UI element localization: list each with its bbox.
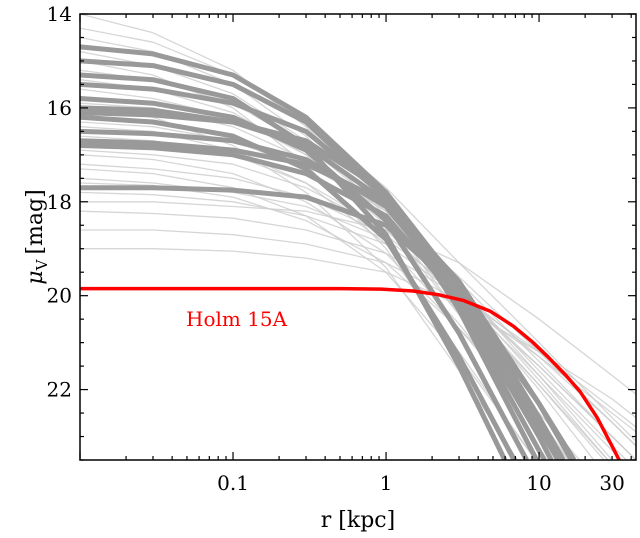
y-axis-label: μV [mag] <box>23 189 51 284</box>
x-tick-label: 0.1 <box>217 471 249 495</box>
highlight-profile <box>80 286 621 460</box>
y-tick-label: 16 <box>47 96 72 120</box>
thick-profile-line <box>80 96 529 460</box>
thick-profile-line <box>80 110 566 460</box>
y-tick-label: 18 <box>47 190 72 214</box>
x-tick-label: 1 <box>380 471 393 495</box>
ticks: 0.1 1 10 30 14 16 18 20 22 <box>47 2 636 495</box>
x-tick-label: 30 <box>599 471 624 495</box>
y-tick-label: 22 <box>47 378 72 402</box>
highlight-label: Holm 15A <box>186 307 288 331</box>
holm15a-profile-line <box>80 286 621 460</box>
thin-profile-line <box>80 191 636 460</box>
thick-profile-line <box>80 185 577 460</box>
y-tick-label: 14 <box>47 2 72 26</box>
thick-profiles <box>80 44 577 460</box>
thin-profile-line <box>80 27 636 442</box>
thin-profile-line <box>80 154 569 460</box>
plot-frame <box>79 13 637 461</box>
thick-profile-line <box>80 114 517 460</box>
y-tick-label: 20 <box>47 284 72 308</box>
x-axis-label: r [kpc] <box>321 508 395 533</box>
thick-profile-line <box>80 143 554 460</box>
thick-profile-line <box>80 72 508 460</box>
thin-profile-line <box>80 229 636 433</box>
x-tick-label: 10 <box>526 471 551 495</box>
thin-profile-line <box>80 248 636 419</box>
thick-profile-line <box>80 105 547 460</box>
y-label-unit: [mag] <box>23 189 48 254</box>
thin-profile-line <box>80 210 636 428</box>
y-label-subscript: V <box>33 258 51 271</box>
svg-text:μV[mag]: μV [mag] <box>23 189 51 284</box>
thin-profile-line <box>80 201 636 395</box>
y-label-symbol: μ <box>23 270 48 284</box>
